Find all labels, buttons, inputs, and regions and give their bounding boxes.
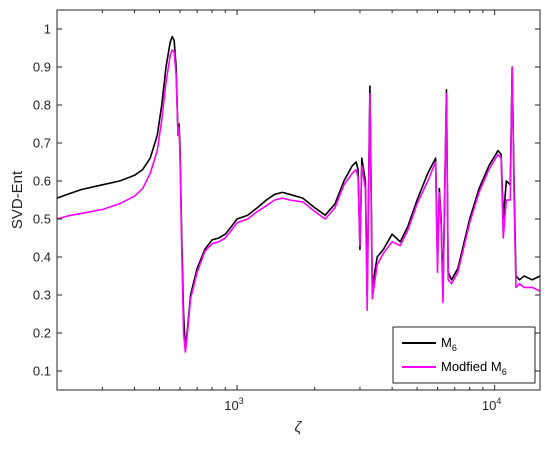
y-tick-label: 0.6 xyxy=(33,174,51,189)
legend-label-modified-m6-base: Modfied M xyxy=(441,359,502,374)
x-tick-label-exponent: 3 xyxy=(239,396,244,406)
y-tick-label: 0.8 xyxy=(33,98,51,113)
x-tick-label: 104 xyxy=(482,396,501,413)
series-line-0 xyxy=(56,35,541,349)
y-tick-label: 0.4 xyxy=(33,250,51,265)
plot-frame xyxy=(56,9,541,391)
y-tick-label: 0.2 xyxy=(33,326,51,341)
y-tick-label: 0.9 xyxy=(33,60,51,75)
x-tick-label-exponent: 4 xyxy=(496,396,501,406)
legend-box xyxy=(392,326,536,384)
y-axis-label: SVD-Ent xyxy=(9,170,26,229)
x-tick-label-base: 10 xyxy=(224,398,238,413)
x-tick-label: 103 xyxy=(224,396,243,413)
y-tick-label: 0.5 xyxy=(33,212,51,227)
legend-label-m6-sub: 6 xyxy=(452,343,457,353)
legend-label-modified-m6: Modfied M6 xyxy=(441,359,507,377)
legend: M6 Modfied M6 xyxy=(392,326,536,384)
legend-label-m6: M6 xyxy=(441,335,457,353)
y-tick-label: 0.3 xyxy=(33,288,51,303)
legend-label-modified-m6-sub: 6 xyxy=(502,367,507,377)
y-tick-label: 1 xyxy=(44,22,51,37)
x-axis-label: ζ xyxy=(295,419,303,436)
series-line-1 xyxy=(56,49,541,353)
y-tick-label: 0.1 xyxy=(33,364,51,379)
x-tick-label-base: 10 xyxy=(482,398,496,413)
legend-label-m6-base: M xyxy=(441,335,452,350)
y-tick-label: 0.7 xyxy=(33,136,51,151)
series-group xyxy=(56,35,541,353)
